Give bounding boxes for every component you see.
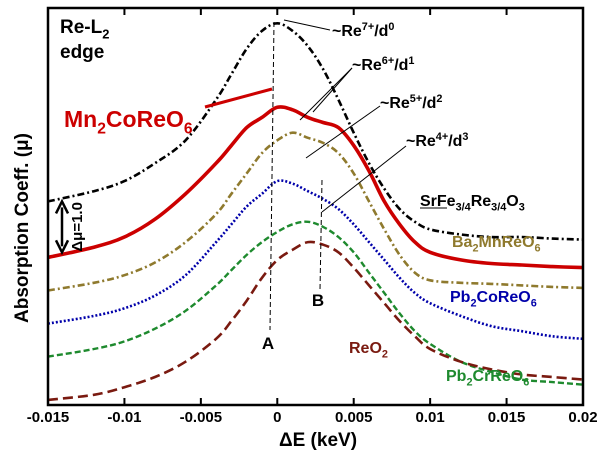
leader-re5	[305, 105, 381, 159]
valence-label-2: ~Re6+/d1	[352, 55, 414, 74]
scale-bar-arrow-up	[54, 198, 70, 214]
marker-label-b: B	[312, 291, 324, 310]
x-tick-label: -0.01	[107, 409, 141, 426]
marker-label-a: A	[262, 334, 274, 353]
leader-re6-b	[312, 67, 353, 113]
series-label-ba2mnreo6: Ba2MnReO6	[452, 234, 541, 254]
edge-label-line2: edge	[60, 42, 104, 63]
marker-a-line	[269, 21, 275, 331]
series-mn2coreo6	[47, 105, 584, 270]
leader-mn2coreo6	[204, 87, 273, 109]
edge-label-line1: Re-L2	[60, 17, 109, 41]
valence-label-1: ~Re7+/d0	[332, 21, 394, 40]
x-tick-label: -0.005	[180, 409, 223, 426]
x-axis-label: ΔE (keV)	[279, 430, 357, 451]
leader-re7	[283, 19, 331, 31]
series-label-mn2coreo6: Mn2CoReO6	[64, 106, 193, 137]
series-reo2	[47, 240, 584, 402]
scale-bar-label: Δμ=1.0	[69, 202, 86, 252]
series-label-reo2: ReO2	[349, 340, 388, 360]
marker-b-line	[319, 179, 323, 291]
series-label-pb2crreo6: Pb2CrReO6	[446, 368, 529, 388]
x-tick-label: 0.02	[568, 409, 597, 426]
leader-re6-a	[299, 67, 353, 121]
plot-frame	[46, 6, 585, 407]
y-axis-label: Absorption Coeff. (μ)	[12, 133, 33, 323]
guides	[54, 19, 447, 331]
series-label-srfe3-4re3-4o3: SrFe3/4Re3/4O3	[420, 193, 525, 213]
series-label-pb2coreo6: Pb2CoReO6	[450, 289, 537, 309]
scale-bar-arrow-down	[54, 239, 70, 256]
x-tick-label: -0.015	[27, 409, 70, 426]
x-tick-label: 0.015	[488, 409, 526, 426]
series-pb2crreo6	[47, 220, 584, 386]
x-tick-label: 0.01	[416, 409, 445, 426]
series-srfe3-4re3-4o3	[47, 22, 584, 241]
x-ticks: -0.015 -0.01 -0.005 0 0.005 0.01 0.015 0.02	[27, 8, 598, 426]
leader-re4	[321, 145, 407, 213]
curves	[47, 22, 584, 402]
valence-label-4: ~Re4+/d3	[406, 131, 468, 150]
series-ba2mnreo6	[47, 131, 584, 292]
x-tick-label: 0	[273, 409, 281, 426]
series-pb2coreo6	[47, 179, 584, 341]
valence-label-3: ~Re5+/d2	[380, 93, 442, 112]
x-tick-label: 0.005	[335, 409, 373, 426]
